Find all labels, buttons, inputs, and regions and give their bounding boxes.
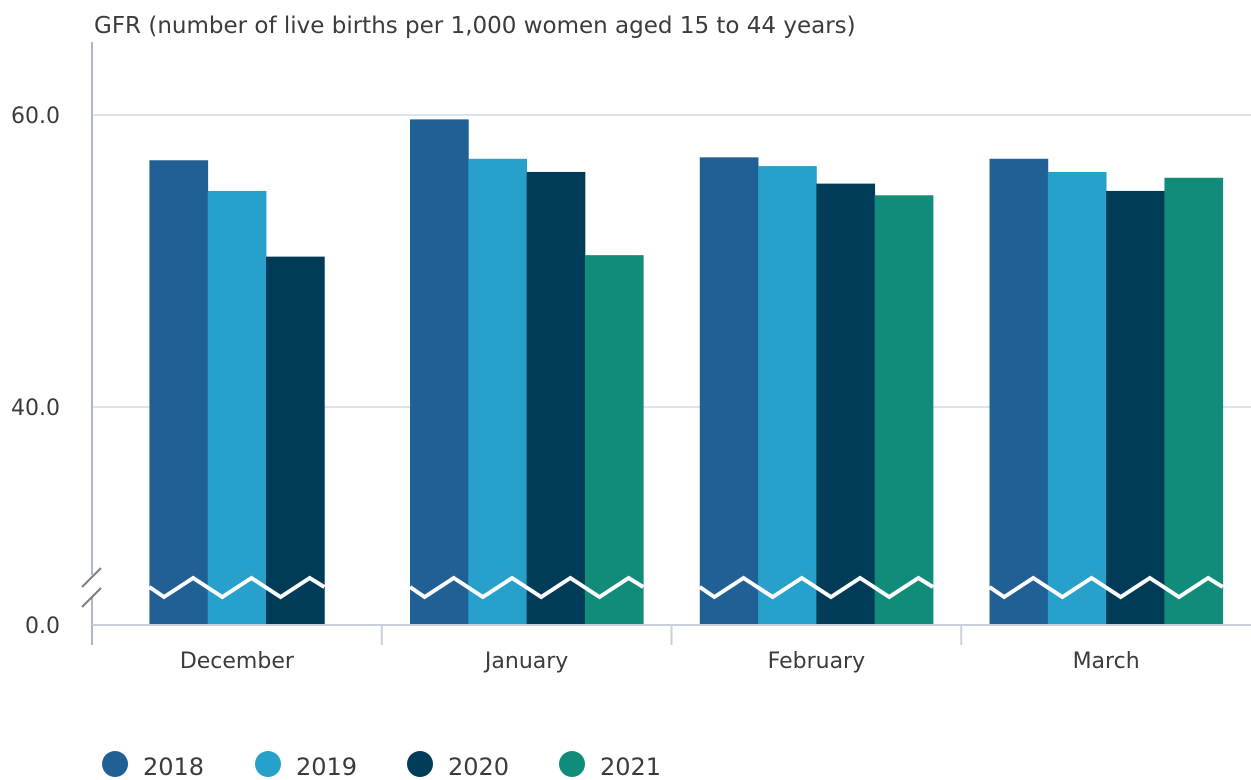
bar-2020-december [266,256,325,625]
legend-swatch-2018 [102,751,128,777]
bar-2019-january [468,158,528,626]
axes: 0.0 40.0 60.0 December January February March [11,42,1251,674]
bar-2021-february [874,195,934,626]
x-tick-label: January [483,649,568,674]
y-axis-break-mark [81,587,102,608]
legend-swatch-2019 [255,751,281,777]
bar-2018-december [149,160,209,625]
legend-label-2019: 2019 [296,753,357,780]
x-tick-label: December [180,649,295,674]
bar-2021-january [584,255,644,625]
legend-swatch-2021 [559,751,585,777]
x-tick-label: March [1073,649,1140,674]
break-zigzag-december [148,575,326,600]
break-zigzag-march [988,575,1224,600]
break-zigzag-january [408,575,645,600]
legend-label-2018: 2018 [143,753,204,780]
y-axis-label: GFR (number of live births per 1,000 wom… [94,13,856,39]
x-tick-label: February [768,649,866,674]
bar-2018-march [989,158,1049,626]
bar-2020-january [526,171,586,625]
legend-swatch-2020 [407,751,433,777]
bar-2021-march [1164,177,1224,625]
y-axis-break-gap [88,575,96,597]
break-zigzag-february [698,575,935,600]
bar-2020-february [816,183,876,625]
legend-label-2020: 2020 [448,753,509,780]
bar-2018-february [699,157,759,625]
bar-2018-january [410,119,469,625]
axis-break-markers [148,575,1224,600]
bars [149,119,1224,626]
y-axis-break-mark [81,567,102,588]
bar-2019-february [758,166,817,625]
bar-2019-december [207,190,267,626]
y-tick-label: 40.0 [11,396,60,421]
legend: 2018 2019 2020 2021 [102,751,661,780]
bar-2020-march [1106,190,1165,626]
y-tick-label: 0.0 [25,614,60,639]
bar-2019-march [1047,171,1107,625]
y-tick-label: 60.0 [11,104,60,129]
legend-label-2021: 2021 [600,753,661,780]
